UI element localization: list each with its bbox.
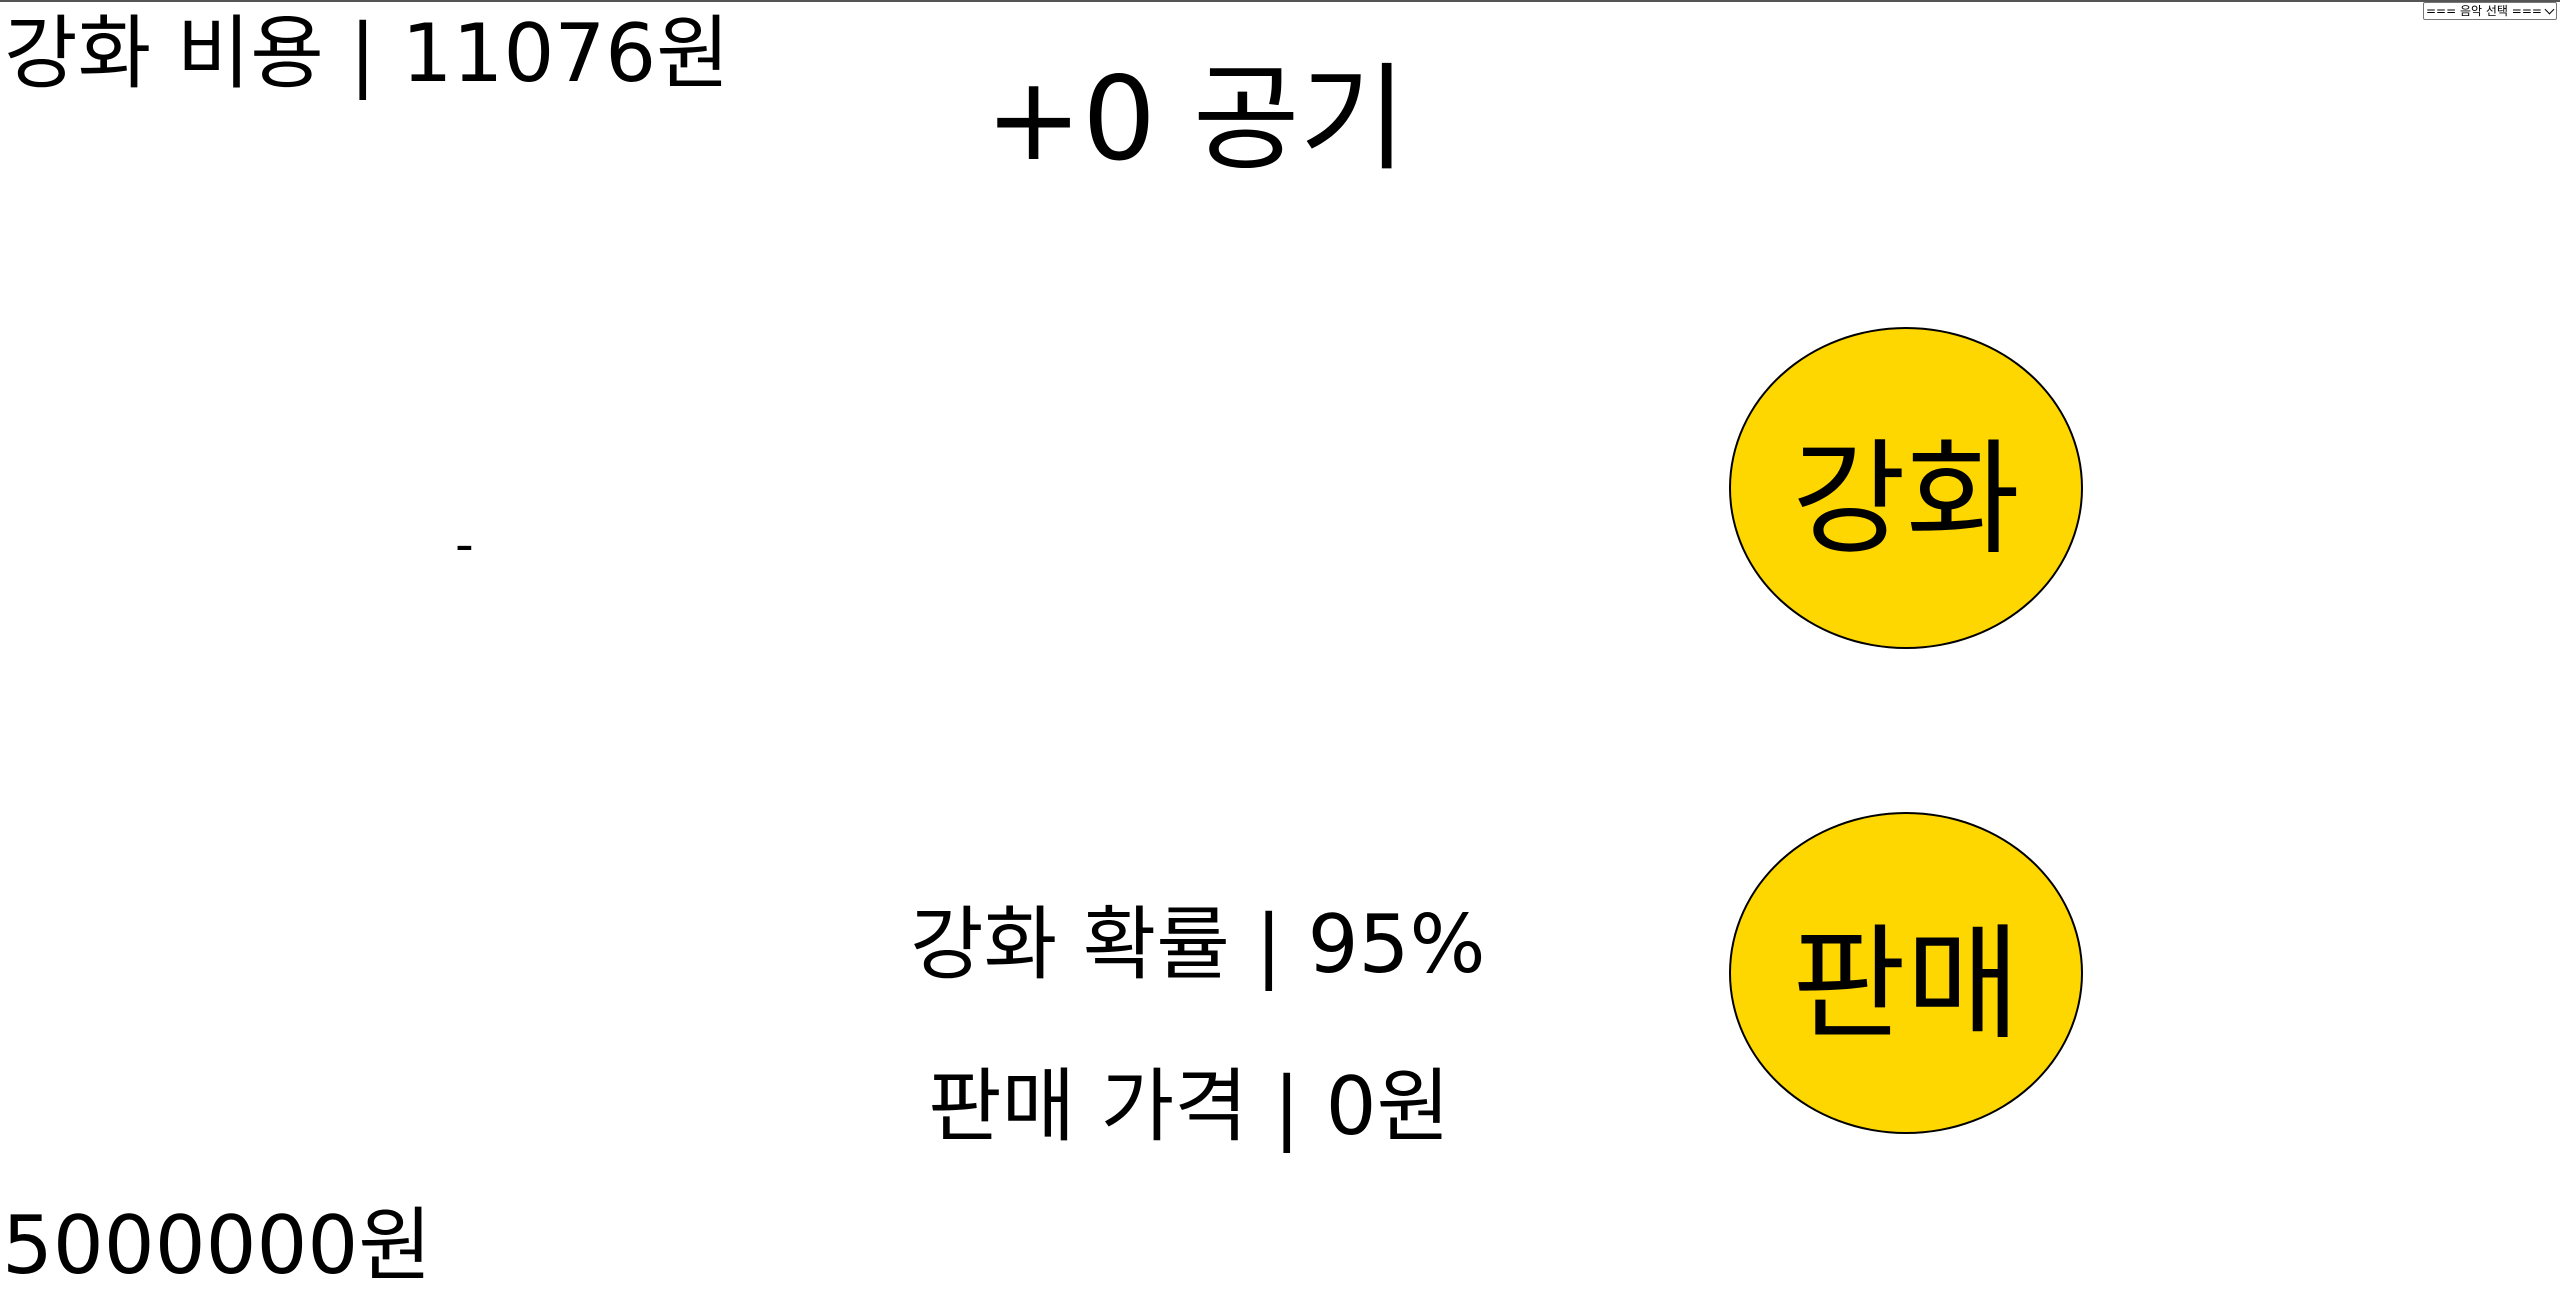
music-select[interactable]: === 음악 선택 === [2423, 2, 2557, 20]
sell-price-text: 판매 가격 | 0원 [928, 1060, 1451, 1153]
top-border [0, 0, 2560, 2]
success-rate-text: 강화 확률 | 95% [910, 898, 1486, 991]
enhance-cost-text: 강화 비용 | 11076원 [4, 7, 730, 100]
enhance-button[interactable]: 강화 [1729, 327, 2083, 649]
item-title: +0 공기 [985, 52, 1407, 187]
money-text: 5000000원 [2, 1199, 432, 1292]
item-display: - [455, 515, 474, 575]
chevron-down-icon [2544, 4, 2555, 14]
music-select-value: === 음악 선택 === [2426, 4, 2542, 18]
sell-button[interactable]: 판매 [1729, 812, 2083, 1134]
